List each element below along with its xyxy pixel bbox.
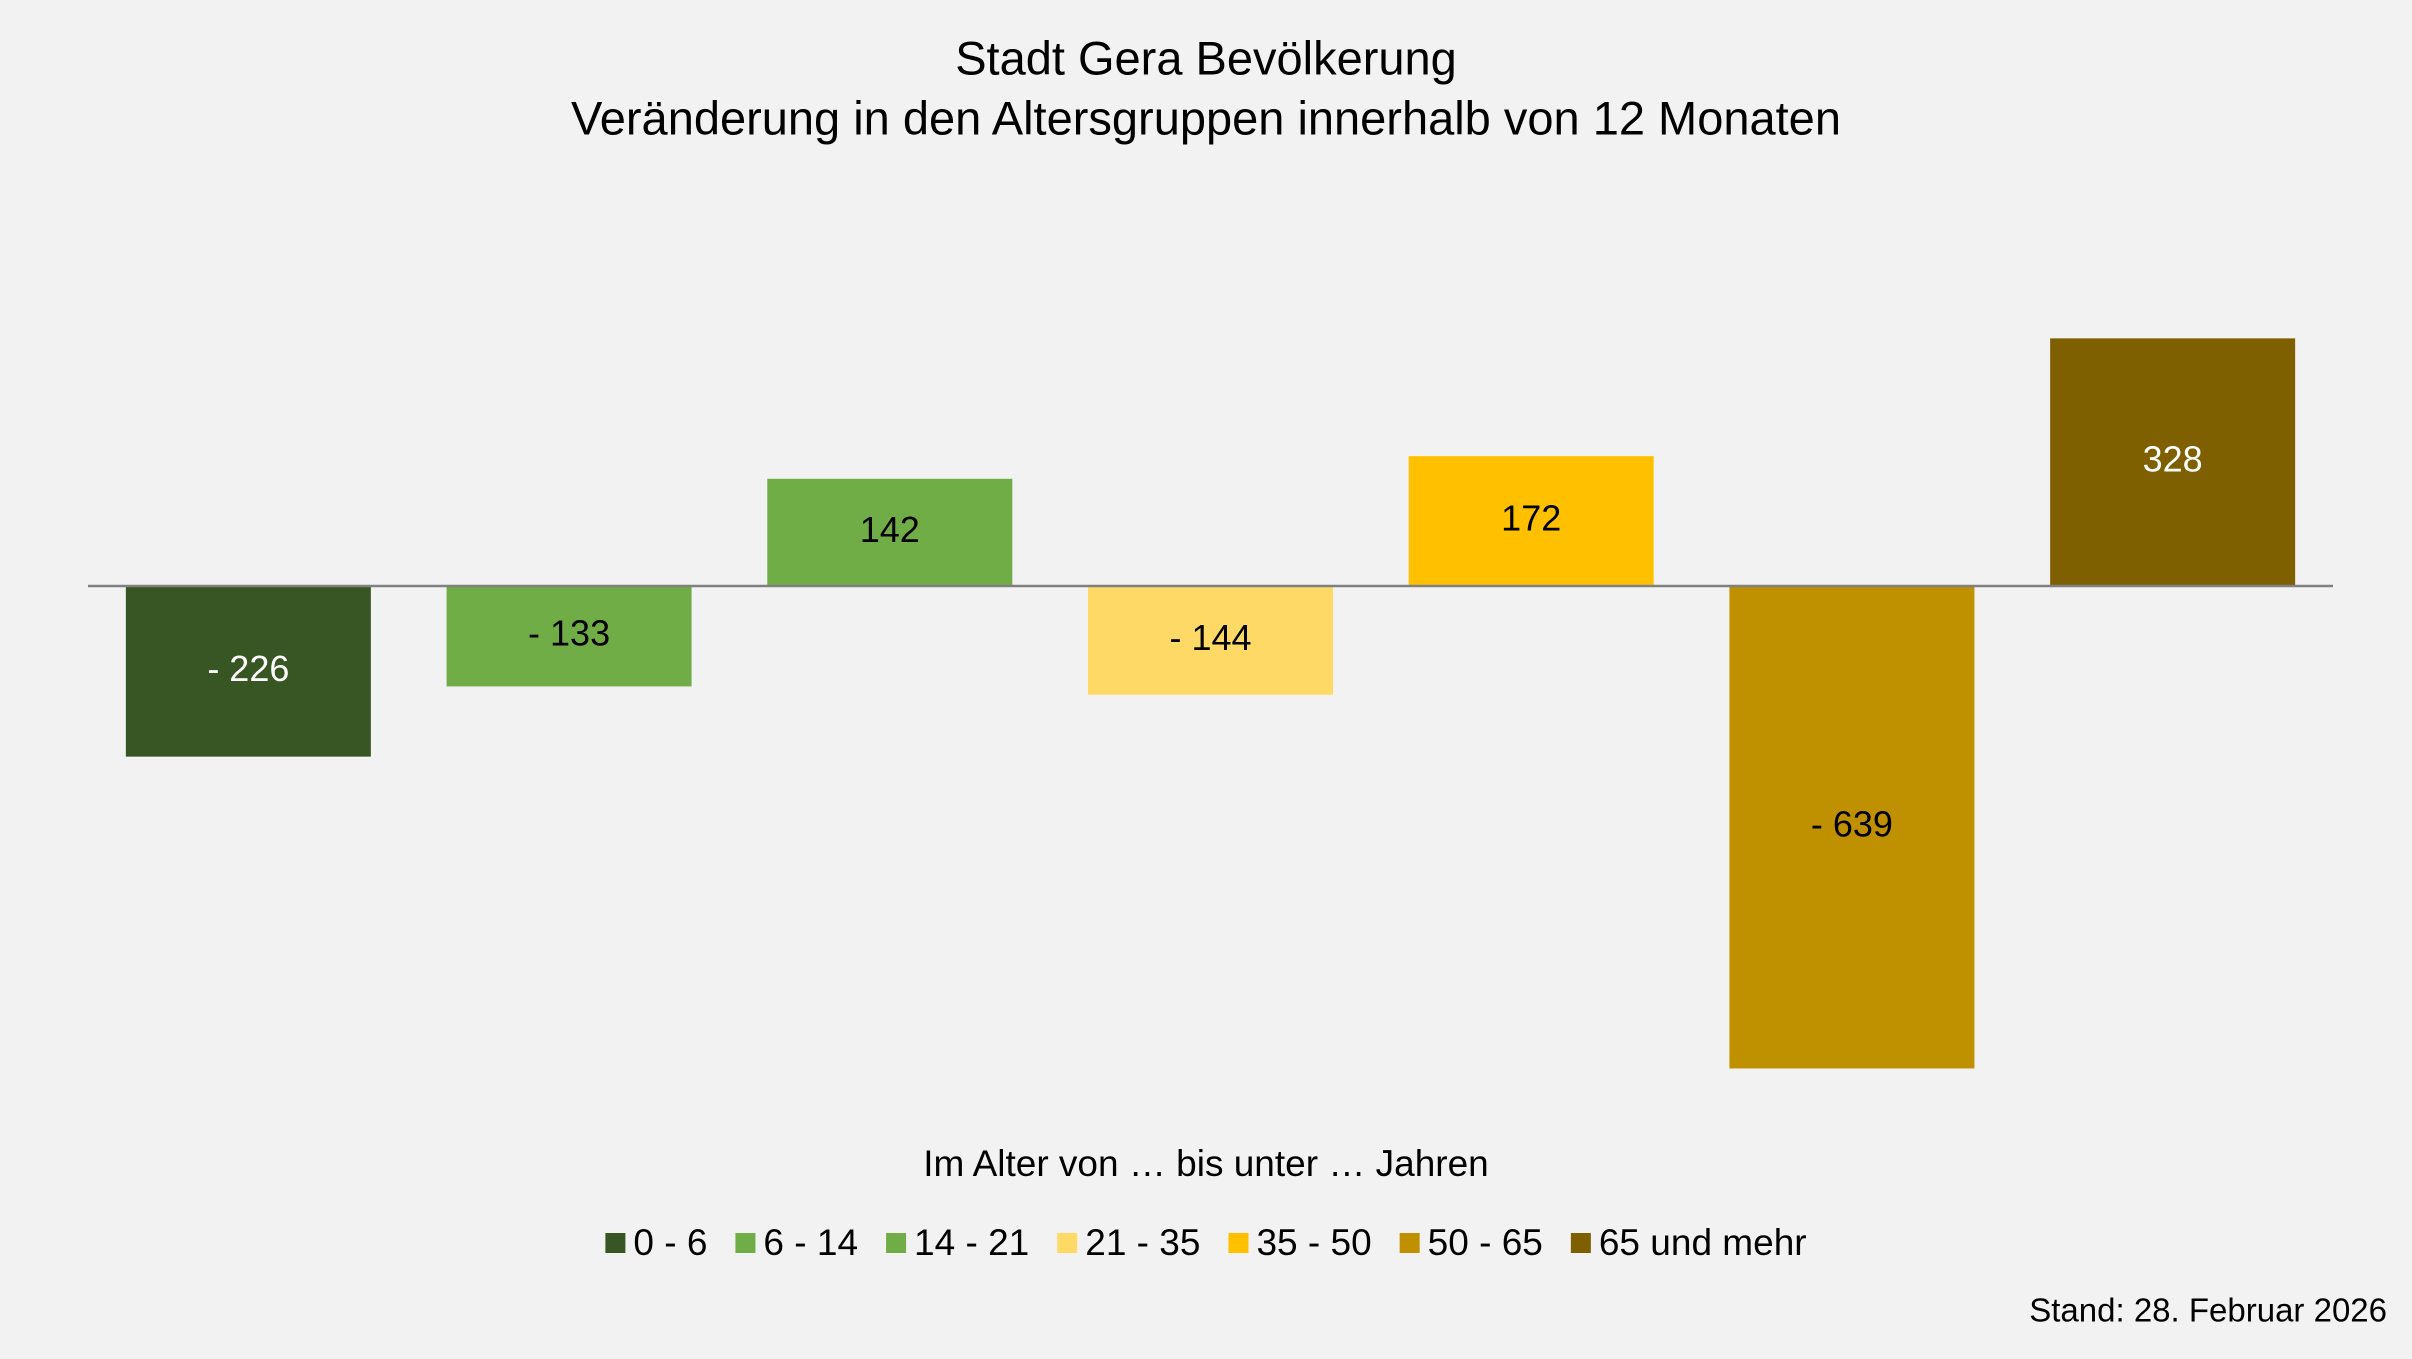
legend-label: 65 und mehr xyxy=(1599,1222,1807,1263)
legend-title: Im Alter von … bis unter … Jahren xyxy=(923,1143,1489,1184)
legend-label: 0 - 6 xyxy=(633,1222,707,1263)
legend-label: 14 - 21 xyxy=(914,1222,1029,1263)
bar xyxy=(767,478,1013,586)
data-label: 142 xyxy=(860,509,920,550)
chart-subtitle: Veränderung in den Altersgruppen innerha… xyxy=(571,91,1841,144)
legend-swatch xyxy=(1399,1233,1420,1253)
legend-swatch xyxy=(1228,1233,1249,1253)
bar xyxy=(125,586,371,757)
bar xyxy=(1408,456,1654,586)
bar xyxy=(1088,586,1333,695)
data-label: 172 xyxy=(1501,498,1561,539)
bar xyxy=(446,586,692,687)
bar xyxy=(1729,586,1975,1069)
data-label: - 133 xyxy=(528,613,610,654)
legend-swatch xyxy=(1570,1233,1591,1253)
legend-label: 6 - 14 xyxy=(763,1222,858,1263)
data-label: - 639 xyxy=(1811,804,1893,845)
chart-title: Stadt Gera Bevölkerung xyxy=(955,31,1457,84)
legend-swatch xyxy=(1057,1233,1078,1253)
note: Stand: 28. Februar 2026 xyxy=(2029,1292,2387,1329)
legend-swatch xyxy=(605,1233,626,1253)
data-label: - 226 xyxy=(207,648,289,689)
bar xyxy=(2050,338,2296,586)
legend-label: 21 - 35 xyxy=(1085,1222,1200,1263)
legend-label: 35 - 50 xyxy=(1256,1222,1371,1263)
legend-swatch xyxy=(735,1233,756,1253)
data-label: 328 xyxy=(2143,439,2203,480)
data-label: - 144 xyxy=(1169,617,1251,658)
legend-label: 50 - 65 xyxy=(1428,1222,1543,1263)
legend-swatch xyxy=(886,1233,907,1253)
